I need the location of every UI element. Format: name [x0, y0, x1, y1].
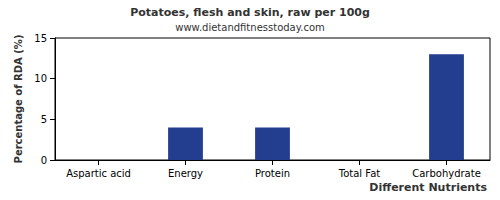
svg-text:www.dietandfitnesstoday.com: www.dietandfitnesstoday.com [175, 22, 324, 33]
svg-text:10: 10 [34, 73, 47, 84]
svg-text:Percentage of RDA (%): Percentage of RDA (%) [13, 35, 24, 164]
svg-text:Total Fat: Total Fat [338, 168, 380, 179]
svg-text:Aspartic acid: Aspartic acid [66, 168, 131, 179]
svg-text:15: 15 [34, 33, 47, 44]
svg-text:Protein: Protein [255, 168, 290, 179]
svg-text:Potatoes, flesh and skin, raw: Potatoes, flesh and skin, raw per 100g [130, 6, 370, 19]
svg-text:Carbohydrate: Carbohydrate [412, 168, 481, 179]
svg-text:Different Nutrients: Different Nutrients [369, 181, 487, 194]
svg-text:0: 0 [41, 155, 47, 166]
svg-text:Energy: Energy [168, 168, 203, 179]
svg-text:5: 5 [41, 114, 47, 125]
